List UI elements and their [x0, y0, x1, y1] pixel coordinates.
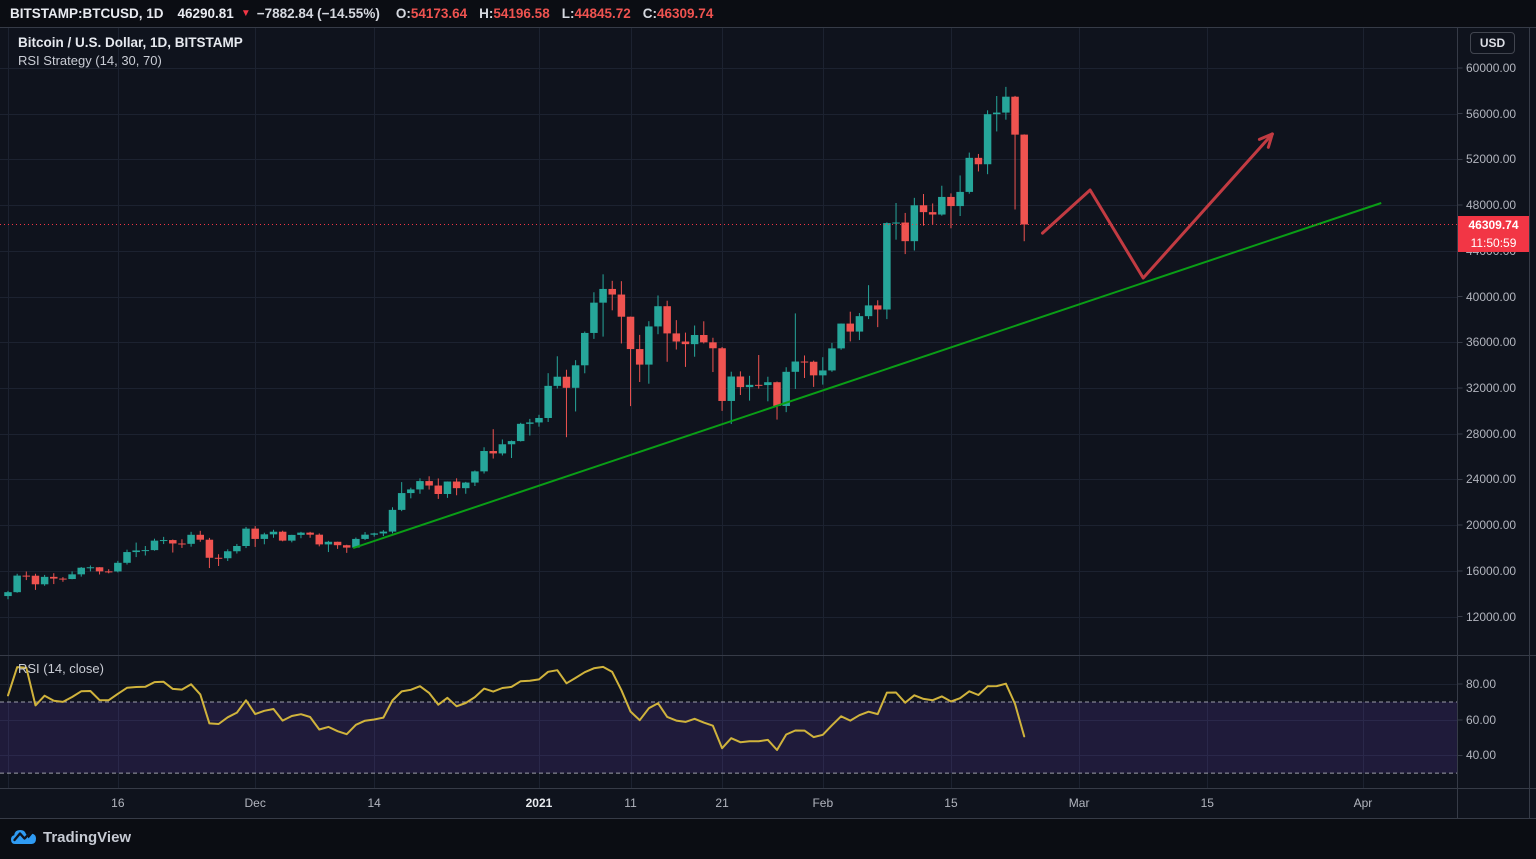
rsi-axis-label: 80.00	[1466, 677, 1497, 692]
tradingview-logo-icon	[11, 830, 36, 844]
ohlc-item: O:54173.64	[396, 5, 467, 23]
ohlc-item: H:54196.58	[479, 5, 550, 23]
bar-countdown-label: 11:50:59	[1458, 233, 1529, 252]
ohlc-item: L:44845.72	[562, 5, 631, 23]
pane-separators	[0, 27, 1536, 819]
price-change: −7882.84 (−14.55%)	[256, 6, 380, 21]
time-axis-label: Dec	[244, 796, 266, 810]
time-axis-label: 15	[944, 796, 958, 810]
tradingview-watermark-text: TradingView	[43, 828, 132, 846]
ohlc-value: 44845.72	[574, 5, 631, 21]
price-axis-label: 40000.00	[1466, 289, 1517, 304]
time-axis-label: Mar	[1068, 796, 1090, 810]
ohlc-label: C:	[642, 5, 658, 21]
candlestick-series	[4, 86, 1028, 600]
chart-pane[interactable]: Bitcoin / U.S. Dollar, 1D, BITSTAMP RSI …	[0, 27, 1536, 846]
ohlc-label: L:	[561, 5, 575, 21]
toolbar: BITSTAMP:BTCUSD, 1D 46290.81 ▼ −7882.84 …	[0, 0, 1536, 27]
ohlc-item: C:46309.74	[643, 5, 714, 23]
time-axis-label: Apr	[1353, 796, 1373, 810]
time-axis-label: 15	[1200, 796, 1214, 810]
projection-arrow-drawing	[1041, 132, 1274, 280]
price-axis-label: 60000.00	[1466, 61, 1517, 75]
time-axis-label: Feb	[812, 796, 834, 810]
ohlc-label: O:	[395, 5, 411, 21]
trendline-drawing	[352, 202, 1382, 550]
rsi-axis-label: 40.00	[1466, 748, 1497, 763]
price-axis-label: 16000.00	[1466, 563, 1517, 578]
price-axis-label: 24000.00	[1466, 472, 1517, 487]
ohlc-values: O:54173.64 H:54196.58 L:44845.72 C:46309.74	[396, 5, 714, 23]
legend-strategy-row[interactable]: RSI Strategy (14, 30, 70)	[18, 53, 162, 68]
current-price-label: 46309.74	[1458, 215, 1529, 234]
time-axis-label: 14	[367, 796, 381, 810]
chart-legend: Bitcoin / U.S. Dollar, 1D, BITSTAMP RSI …	[18, 34, 243, 70]
rsi-band	[0, 701, 1458, 774]
time-axis-label: 2021	[525, 796, 553, 810]
price-axis-label: 32000.00	[1466, 381, 1517, 396]
time-axis-label: 16	[111, 796, 125, 810]
ohlc-value: 54173.64	[410, 5, 468, 21]
time-axis-label: 21	[715, 796, 729, 810]
price-axis-label: 12000.00	[1466, 609, 1517, 624]
rsi-line	[7, 665, 1026, 751]
rsi-axis-label: 60.00	[1466, 712, 1497, 727]
price-axis-label: 36000.00	[1466, 335, 1517, 350]
price-down-triangle-icon: ▼	[240, 8, 251, 19]
price-axis-label: 20000.00	[1466, 518, 1517, 533]
ohlc-value: 46309.74	[657, 5, 714, 21]
price-axis-label: 52000.00	[1466, 152, 1517, 167]
symbol-title[interactable]: BITSTAMP:BTCUSD, 1D	[10, 6, 164, 21]
ohlc-value: 54196.58	[493, 5, 550, 21]
price-axis-label: 48000.00	[1466, 198, 1517, 213]
rsi-pane-label[interactable]: RSI (14, close)	[18, 661, 104, 676]
price-axis-label: 28000.00	[1466, 426, 1517, 441]
ohlc-label: H:	[479, 5, 494, 21]
time-axis-label: 11	[624, 796, 637, 810]
price-axis-label: 56000.00	[1466, 106, 1517, 121]
last-price: 46290.81	[177, 6, 234, 21]
grid-lines	[0, 28, 1458, 789]
currency-toggle-button[interactable]: USD	[1470, 32, 1515, 54]
legend-symbol-row[interactable]: Bitcoin / U.S. Dollar, 1D, BITSTAMP	[18, 35, 243, 50]
tradingview-watermark[interactable]: TradingView	[10, 827, 131, 847]
